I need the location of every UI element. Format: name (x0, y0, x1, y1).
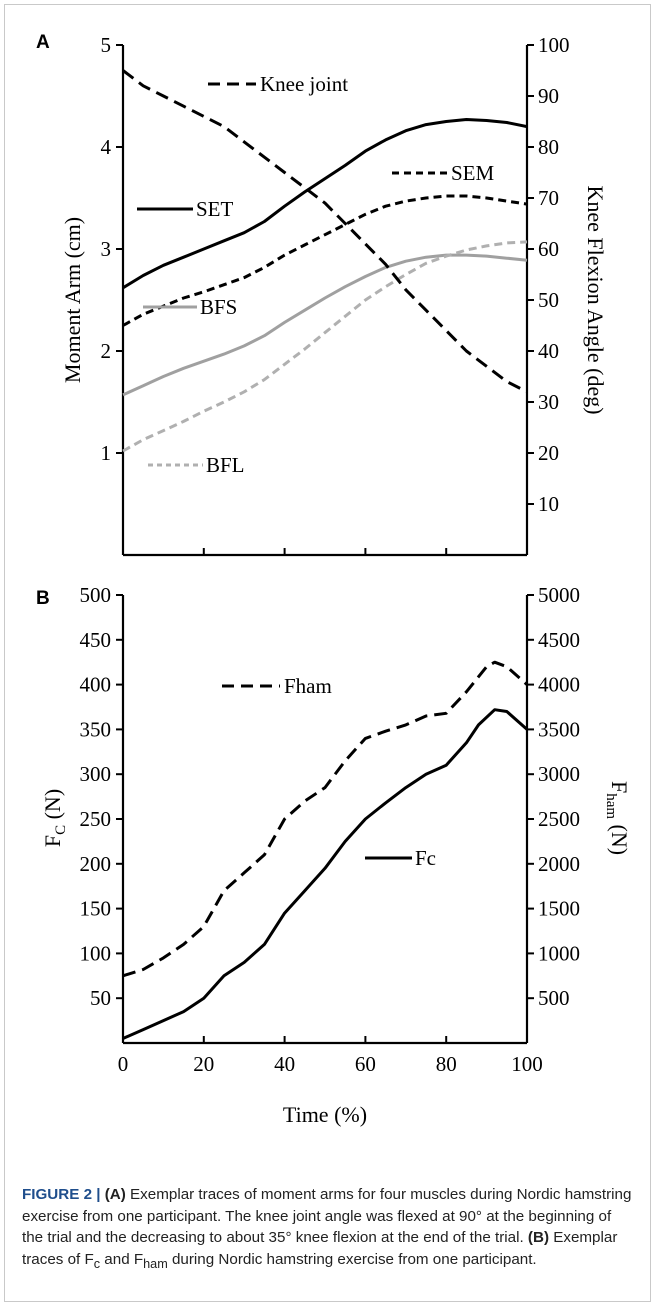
caption-text-a: Exemplar traces of moment arms for four … (22, 1186, 632, 1247)
caption-label: FIGURE 2 | (22, 1186, 105, 1203)
series-line-knee-joint (122, 69, 528, 394)
panel-b-left-tick-label: 400 (80, 673, 112, 697)
panel-b-left-tick-label: 500 (80, 583, 112, 607)
caption-text-b3: during Nordic hamstring exercise from on… (167, 1250, 537, 1268)
panel-a-left-tick-label: 4 (101, 135, 112, 159)
panel-a: A 1 2 3 4 5 10 20 30 40 50 60 70 80 90 100 Moment Arm … (36, 32, 608, 557)
panel-b-left-tick-label: 300 (80, 762, 112, 786)
legend-fc-label: Fc (415, 846, 436, 870)
caption-text-b2: and F (100, 1250, 144, 1268)
panel-a-right-tick-label: 90 (538, 84, 559, 108)
panel-b-x-tick-label: 40 (274, 1052, 295, 1076)
panel-b-right-tick-label: 5000 (538, 583, 580, 607)
panel-b-left-tick-label: 50 (90, 986, 111, 1010)
panel-b-left-tick-label: 150 (80, 897, 112, 921)
panel-b-x-tick-label: 20 (193, 1052, 214, 1076)
panel-a-right-tick-label: 40 (538, 339, 559, 363)
panel-a-right-tick-label: 70 (538, 186, 559, 210)
figure-frame (4, 4, 651, 1302)
panel-b-right-tick-label: 2000 (538, 852, 580, 876)
panel-b-x-tick-label: 100 (511, 1052, 543, 1076)
figure-canvas: A 1 2 3 4 5 10 20 30 40 50 60 70 80 90 100 Moment Arm … (36, 32, 632, 1127)
panel-a-right-tick-label: 20 (538, 441, 559, 465)
caption-sub-ham: ham (143, 1256, 168, 1271)
panel-a-right-tick-label: 60 (538, 237, 559, 261)
panel-b-right-tick-label: 3000 (538, 762, 580, 786)
legend-knee-joint-label: Knee joint (260, 72, 348, 96)
panel-a-right-tick-label: 100 (538, 33, 570, 57)
panel-b-x-tick-label: 0 (118, 1052, 129, 1076)
panel-b-right-tick-label: 4000 (538, 673, 580, 697)
panel-b-right-tick-label: 3500 (538, 717, 580, 741)
panel-b-right-tick-label: 500 (538, 986, 570, 1010)
panel-a-right-tick-label: 10 (538, 492, 559, 516)
legend-set-label: SET (196, 197, 234, 221)
legend-bfl-label: BFL (206, 453, 245, 477)
panel-a-left-tick-label: 5 (101, 33, 112, 57)
panel-b-left-tick-label: 450 (80, 628, 112, 652)
panel-a-left-axis-label: Moment Arm (cm) (60, 217, 85, 383)
panel-a-left-tick-label: 1 (101, 441, 112, 465)
panel-b-x-tick-label: 60 (355, 1052, 376, 1076)
panel-b-right-tick-label: 2500 (538, 807, 580, 831)
panel-b: B 50100150200250300350400450500500100015… (36, 583, 632, 1127)
panel-b-left-tick-label: 200 (80, 852, 112, 876)
legend-sem-label: SEM (451, 161, 495, 185)
panel-label-b: B (36, 588, 50, 609)
caption-text-b: Exemplar traces of F (22, 1229, 618, 1268)
panel-b-x-tick-label: 80 (436, 1052, 457, 1076)
figure-caption: FIGURE 2 | (A) Exemplar traces of moment… (22, 1184, 634, 1275)
panel-a-right-tick-label: 50 (538, 288, 559, 312)
panel-b-left-tick-label: 350 (80, 717, 112, 741)
legend-fham-label: Fham (284, 674, 332, 698)
series-line-bfl (122, 240, 528, 453)
panel-b-left-axis-label: FC (N) (40, 789, 69, 847)
panel-a-left-tick-label: 2 (101, 339, 112, 363)
series-line-sem (122, 194, 528, 327)
panel-a-right-axis-label: Knee Flexion Angle (deg) (583, 185, 608, 414)
series-line-bfs (122, 253, 528, 397)
series-line-fham (122, 660, 528, 978)
panel-b-x-axis-label: Time (%) (283, 1102, 367, 1127)
panel-a-right-tick-label: 80 (538, 135, 559, 159)
series-line-set (122, 118, 528, 290)
panel-b-right-tick-label: 1000 (538, 941, 580, 965)
panel-a-left-tick-label: 3 (101, 237, 112, 261)
legend-bfs-label: BFS (200, 295, 237, 319)
caption-panel-b-marker: (B) (527, 1229, 550, 1247)
panel-a-right-tick-label: 30 (538, 390, 559, 414)
panel-b-left-tick-label: 250 (80, 807, 112, 831)
caption-panel-a-marker: (A) (104, 1186, 126, 1203)
caption-sub-c: c (93, 1256, 101, 1271)
panel-b-left-tick-label: 100 (80, 941, 112, 965)
panel-label-a: A (36, 32, 50, 53)
panel-b-right-axis-label: Fham (N) (603, 781, 632, 855)
series-line-fc (122, 708, 528, 1040)
panel-b-right-tick-label: 1500 (538, 897, 580, 921)
panel-b-right-tick-label: 4500 (538, 628, 580, 652)
